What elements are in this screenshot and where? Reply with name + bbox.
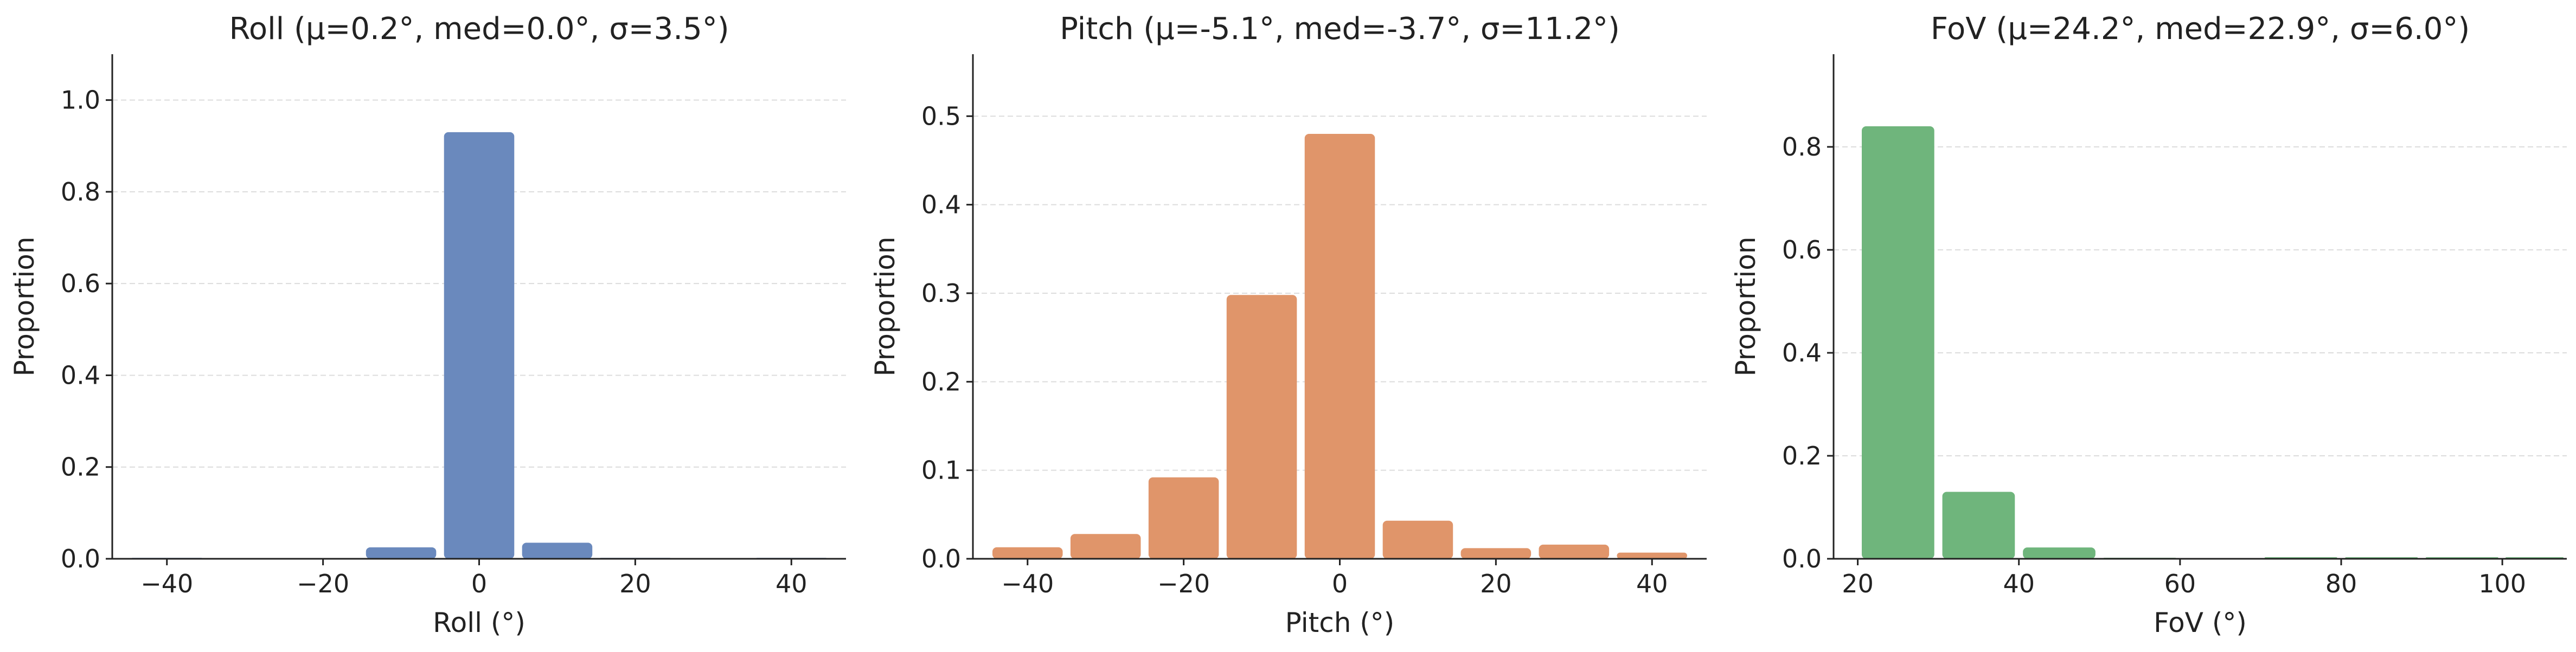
x-tick-label: 40 — [776, 569, 808, 598]
y-tick-label: 0.3 — [921, 279, 961, 308]
x-tick-label: 40 — [2003, 569, 2035, 598]
bar — [1148, 477, 1219, 559]
y-tick-label: 0.2 — [921, 367, 961, 396]
y-axis-label: Proportion — [1730, 237, 1761, 377]
bar — [2023, 547, 2096, 559]
chart-title: Pitch (μ=-5.1°, med=-3.7°, σ=11.2°) — [1060, 11, 1620, 47]
bar — [1460, 548, 1531, 559]
x-tick-label: 100 — [2478, 569, 2526, 598]
x-tick-label: 0 — [471, 569, 487, 598]
y-axis-label: Proportion — [869, 237, 901, 377]
bar — [522, 543, 593, 559]
y-tick-label: 0.2 — [1782, 441, 1822, 470]
x-axis-label: FoV (°) — [2154, 607, 2247, 638]
x-tick-label: 20 — [1480, 569, 1512, 598]
y-axis-label: Proportion — [9, 237, 40, 377]
y-tick-label: 0.4 — [921, 190, 961, 220]
chart-title: Roll (μ=0.2°, med=0.0°, σ=3.5°) — [229, 11, 729, 47]
y-tick-label: 0.4 — [61, 360, 100, 390]
bar — [1942, 492, 2015, 559]
x-tick-label: 20 — [619, 569, 651, 598]
bar — [444, 132, 515, 559]
y-tick-label: 0.1 — [921, 456, 961, 485]
x-tick-label: 80 — [2325, 569, 2357, 598]
x-tick-label: −40 — [1001, 569, 1054, 598]
y-tick-label: 0.8 — [1782, 132, 1822, 162]
bar — [1382, 520, 1453, 559]
y-tick-label: 0.5 — [921, 101, 961, 131]
y-tick-label: 0.6 — [61, 269, 100, 298]
x-tick-label: −40 — [140, 569, 193, 598]
x-tick-label: −20 — [1157, 569, 1210, 598]
x-tick-label: 20 — [1842, 569, 1874, 598]
x-tick-label: 60 — [2164, 569, 2196, 598]
bar — [366, 547, 437, 559]
chart-title: FoV (μ=24.2°, med=22.9°, σ=6.0°) — [1931, 11, 2470, 47]
x-tick-label: 40 — [1636, 569, 1668, 598]
y-tick-label: 0.0 — [61, 544, 100, 573]
y-tick-label: 0.2 — [61, 453, 100, 482]
x-tick-label: 0 — [1332, 569, 1348, 598]
bar — [1862, 126, 1934, 559]
y-tick-label: 0.4 — [1782, 338, 1822, 367]
x-axis-label: Pitch (°) — [1285, 607, 1395, 638]
x-tick-label: −20 — [297, 569, 349, 598]
bar — [1617, 552, 1688, 559]
y-tick-label: 0.0 — [1782, 544, 1822, 573]
bar — [1304, 134, 1375, 559]
bar — [1226, 295, 1297, 559]
bar — [992, 547, 1063, 559]
y-tick-label: 0.0 — [921, 544, 961, 573]
bar — [1539, 544, 1610, 559]
y-tick-label: 1.0 — [61, 86, 100, 115]
y-tick-label: 0.8 — [61, 177, 100, 206]
x-axis-label: Roll (°) — [433, 607, 526, 638]
bar — [1070, 534, 1141, 559]
y-tick-label: 0.6 — [1782, 235, 1822, 264]
